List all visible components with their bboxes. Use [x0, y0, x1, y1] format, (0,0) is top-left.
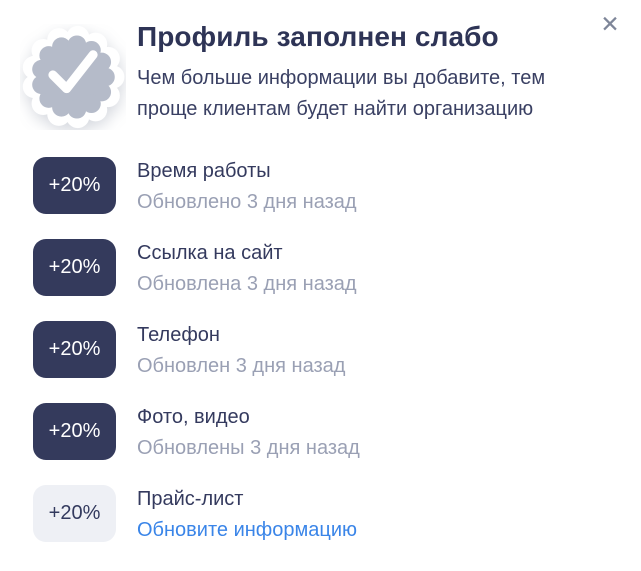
panel-title: Профиль заполнен слабо [137, 21, 499, 52]
checklist: +20% Время работы Обновлено 3 дня назад … [33, 157, 360, 544]
item-title: Фото, видео [137, 406, 250, 428]
item-status: Обновлен 3 дня назад [137, 355, 346, 377]
checklist-item-working-hours: +20% Время работы Обновлено 3 дня назад [33, 157, 360, 216]
item-title: Телефон [137, 324, 220, 346]
panel-header: Профиль заполнен слабо Чем больше информ… [137, 21, 607, 125]
item-title: Ссылка на сайт [137, 242, 283, 264]
close-button[interactable]: ✕ [596, 10, 624, 38]
item-status: Обновлено 3 дня назад [137, 191, 357, 213]
item-status: Обновлена 3 дня назад [137, 273, 357, 295]
bonus-badge: +20% [33, 157, 116, 214]
bonus-badge: +20% [33, 321, 116, 378]
checklist-item-price-list: +20% Прайс-лист Обновите информацию [33, 485, 360, 544]
close-icon: ✕ [600, 10, 620, 37]
bonus-badge: +20% [33, 403, 116, 460]
update-info-link[interactable]: Обновите информацию [137, 519, 358, 541]
item-title: Прайс-лист [137, 488, 244, 510]
item-status: Обновлены 3 дня назад [137, 437, 360, 459]
bonus-badge: +20% [33, 485, 116, 542]
bonus-badge: +20% [33, 239, 116, 296]
checklist-item-phone: +20% Телефон Обновлен 3 дня назад [33, 321, 360, 380]
panel-subtitle: Чем больше информации вы добавите, тем п… [137, 67, 546, 120]
checklist-item-website-link: +20% Ссылка на сайт Обновлена 3 дня наза… [33, 239, 360, 298]
item-title: Время работы [137, 160, 271, 182]
check-seal-icon [20, 24, 126, 130]
checklist-item-photo-video: +20% Фото, видео Обновлены 3 дня назад [33, 403, 360, 462]
